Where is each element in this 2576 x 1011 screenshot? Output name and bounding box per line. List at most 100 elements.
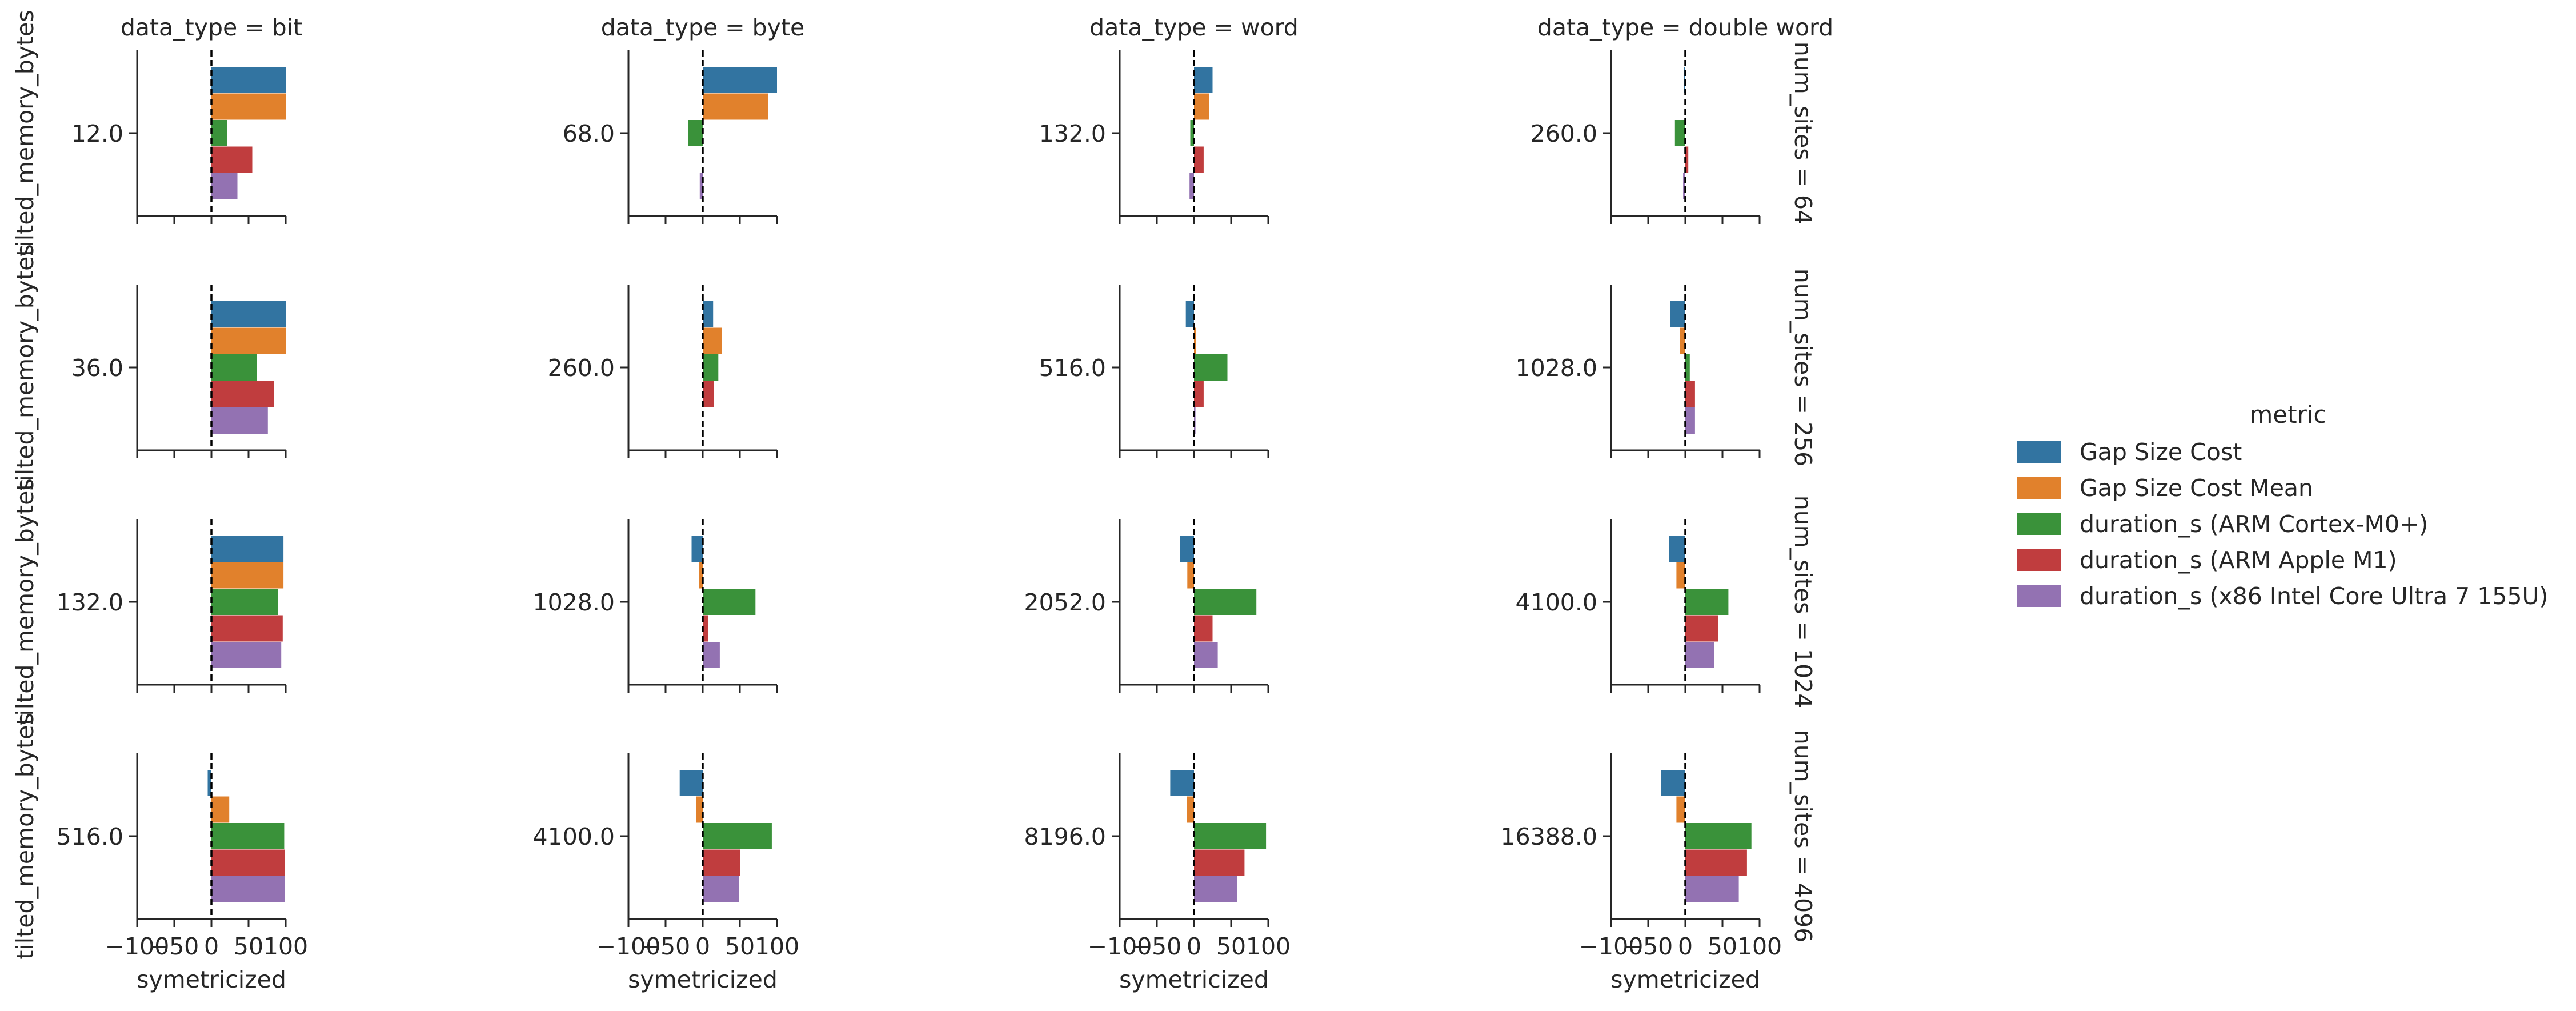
y-tick-label: 8196.0: [1024, 823, 1106, 850]
facet-row-title: num_sites = 64: [1789, 42, 1817, 225]
bar: [703, 849, 740, 876]
facet-column-title: data_type = byte: [601, 14, 804, 41]
bar: [1187, 562, 1194, 589]
x-tick-label: 100: [755, 933, 799, 960]
bar: [703, 876, 739, 902]
facet-panel: 260.0: [548, 285, 778, 458]
x-tick-label: 0: [695, 933, 710, 960]
x-tick-label: 0: [1187, 933, 1201, 960]
facet-panel: 12.0 tilted_memory_bytes data_type = bit: [11, 10, 302, 256]
bar: [1685, 849, 1747, 876]
bar: [1683, 173, 1685, 199]
x-tick-label: 0: [1678, 933, 1693, 960]
bar: [1685, 615, 1718, 642]
legend-label: duration_s (ARM Cortex-M0+): [2080, 510, 2428, 538]
facet-column-title: data_type = double word: [1537, 14, 1833, 41]
bar: [703, 381, 714, 407]
x-tick-label: −50: [1624, 933, 1673, 960]
facet-panel: 8196.0 −100−50 0 50 100 symetricized: [1024, 753, 1291, 993]
bar: [211, 173, 238, 199]
x-tick-label: −50: [1132, 933, 1182, 960]
x-tick-label: −100: [1088, 933, 1152, 960]
bar: [699, 562, 703, 589]
y-tick-label: 16388.0: [1500, 823, 1597, 850]
bar: [1676, 562, 1685, 589]
bar: [1189, 173, 1194, 199]
bar: [688, 120, 703, 146]
x-tick-label: 50: [234, 933, 263, 960]
facet-panel: 36.0 tilted_memory_bytes: [11, 244, 287, 491]
y-tick-label: 4100.0: [1516, 589, 1597, 616]
bar: [211, 381, 274, 407]
bar: [1187, 796, 1194, 823]
legend-swatch: [2017, 513, 2061, 535]
bar: [1194, 849, 1245, 876]
y-tick-label: 4100.0: [533, 823, 615, 850]
bar: [1180, 536, 1194, 562]
bar: [1685, 381, 1695, 407]
bar: [703, 354, 719, 381]
y-tick-label: 260.0: [1531, 120, 1597, 147]
facet-panel: 1028.0: [533, 519, 778, 693]
bar: [703, 642, 720, 668]
y-tick-label: 132.0: [1039, 120, 1106, 147]
bar: [211, 354, 257, 381]
facet-panel: 132.0 data_type = word: [1039, 14, 1299, 224]
x-axis-title: symetricized: [137, 966, 286, 993]
bar: [1670, 301, 1685, 327]
x-axis-title: symetricized: [1610, 966, 1760, 993]
x-tick-label: 100: [1737, 933, 1782, 960]
legend-label: duration_s (x86 Intel Core Ultra 7 155U): [2080, 582, 2548, 610]
x-axis-title: symetricized: [1119, 966, 1269, 993]
facet-row-title: num_sites = 1024: [1789, 495, 1817, 709]
y-tick-label: 12.0: [71, 120, 123, 147]
facet-panel: 2052.0: [1024, 519, 1269, 693]
bar: [1685, 407, 1695, 434]
x-tick-label: 50: [1708, 933, 1737, 960]
y-axis-title: tilted_memory_bytes: [11, 244, 39, 490]
bar: [1170, 770, 1194, 796]
y-axis-title: tilted_memory_bytes: [11, 478, 39, 725]
x-axis-title: symetricized: [628, 966, 778, 993]
bar: [211, 93, 286, 120]
legend-label: Gap Size Cost Mean: [2080, 474, 2313, 502]
facet-panel: 4100.0 num_sites = 1024: [1516, 495, 1817, 709]
bar: [703, 823, 772, 849]
y-tick-label: 2052.0: [1024, 589, 1106, 616]
x-tick-label: 50: [725, 933, 755, 960]
legend-swatch: [2017, 549, 2061, 571]
bar: [1680, 327, 1685, 354]
bar: [211, 67, 286, 93]
x-tick-label: −100: [596, 933, 661, 960]
bar: [211, 301, 286, 327]
y-axis-title: tilted_memory_bytes: [11, 713, 39, 959]
y-axis-title: tilted_memory_bytes: [11, 10, 39, 256]
bar: [1194, 354, 1228, 381]
x-tick-label: −50: [150, 933, 199, 960]
x-tick-label: −100: [105, 933, 170, 960]
bar: [1194, 823, 1267, 849]
bar: [211, 146, 253, 173]
bar: [211, 589, 278, 615]
x-tick-label: −50: [641, 933, 691, 960]
y-tick-label: 132.0: [57, 589, 123, 616]
bar: [211, 615, 283, 642]
legend-title: metric: [2249, 401, 2326, 429]
legend-swatch: [2017, 477, 2061, 499]
bar: [211, 327, 286, 354]
bar: [1194, 615, 1213, 642]
bar: [696, 796, 703, 823]
x-tick-label: −100: [1579, 933, 1644, 960]
bar: [211, 823, 285, 849]
facet-panel: 516.0: [1039, 285, 1269, 458]
y-tick-label: 1028.0: [1516, 354, 1597, 382]
facet-panel: 132.0 tilted_memory_bytes: [11, 478, 287, 725]
bar: [1194, 146, 1204, 173]
facet-panel: 516.0 −100−50 0 50 100 symetricized tilted_mem…: [11, 713, 308, 993]
bar: [1194, 327, 1196, 354]
x-tick-label: 100: [263, 933, 308, 960]
bar: [211, 876, 285, 902]
